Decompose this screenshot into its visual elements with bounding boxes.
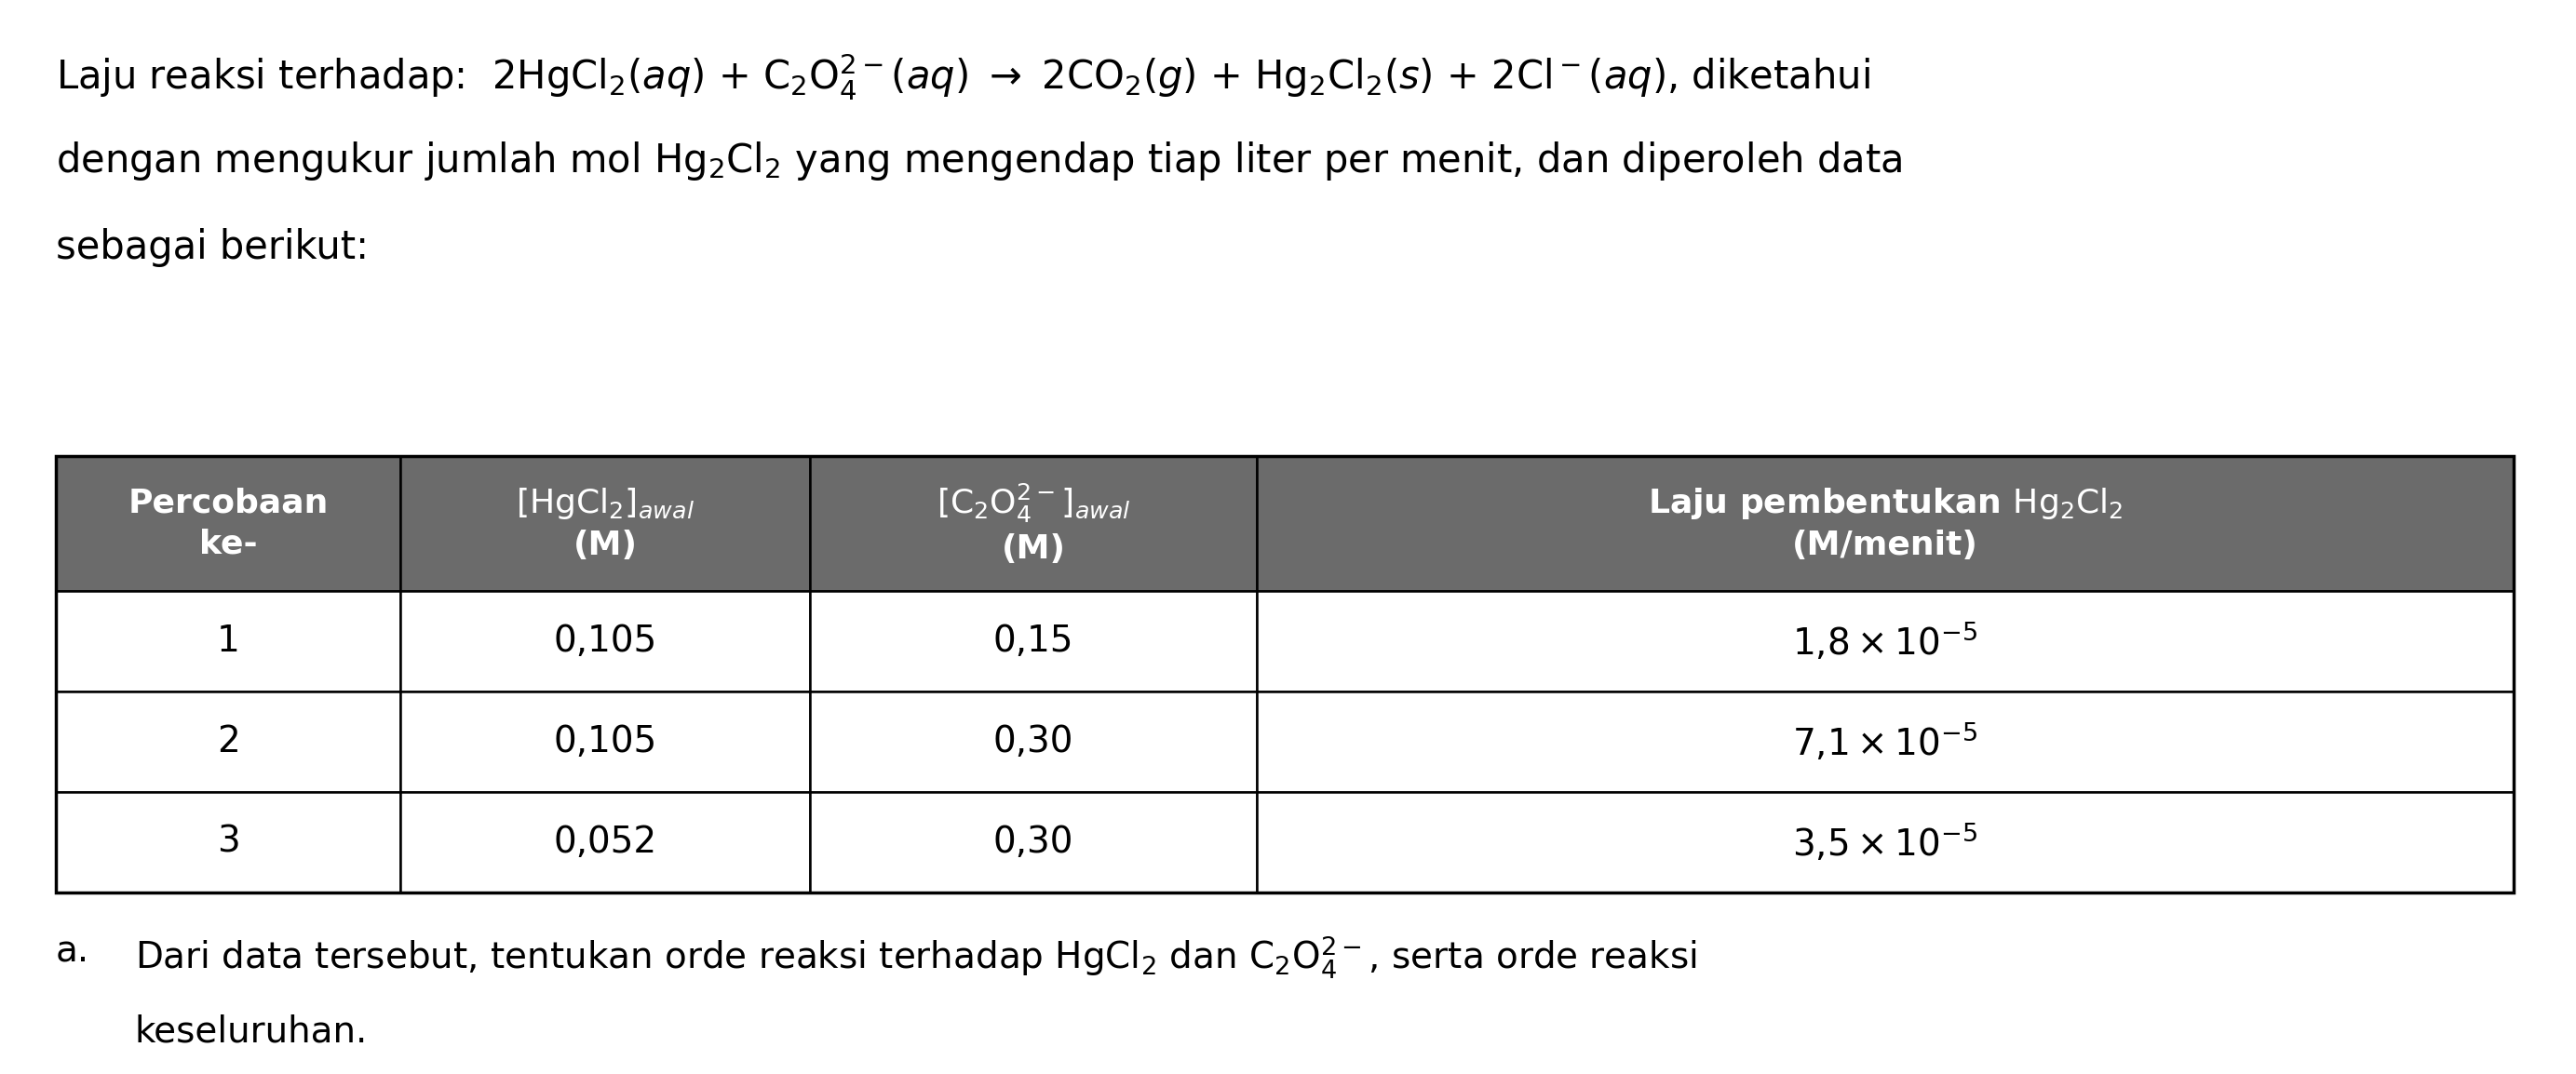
Text: keseluruhan.: keseluruhan.	[134, 1014, 368, 1049]
Text: $3{,}5 \times 10^{-5}$: $3{,}5 \times 10^{-5}$	[1793, 822, 1978, 862]
Text: 0,15: 0,15	[994, 624, 1074, 659]
Bar	[57, 456, 2514, 892]
Bar	[399, 591, 809, 692]
Text: $[\mathrm{HgCl_2}]_{awal}$
(M): $[\mathrm{HgCl_2}]_{awal}$ (M)	[515, 485, 696, 562]
Bar	[1257, 456, 2514, 591]
Bar	[57, 792, 399, 892]
Text: Laju reaksi terhadap:  $2\mathrm{HgCl_2}(aq)$ + $\mathrm{C_2O_4^{2-}}(aq)$ $\rig: Laju reaksi terhadap: $2\mathrm{HgCl_2}(…	[57, 52, 1870, 101]
Text: Laju pembentukan $\mathrm{Hg_2Cl_2}$
(M/menit): Laju pembentukan $\mathrm{Hg_2Cl_2}$ (M/…	[1649, 485, 2123, 562]
Text: 0,105: 0,105	[554, 624, 657, 659]
Bar	[809, 456, 1257, 591]
Bar	[399, 456, 809, 591]
Text: sebagai berikut:: sebagai berikut:	[57, 228, 368, 267]
Text: 0,30: 0,30	[994, 724, 1074, 759]
Bar	[1257, 792, 2514, 892]
Bar	[809, 692, 1257, 792]
Bar	[399, 792, 809, 892]
Text: dengan mengukur jumlah mol $\mathrm{Hg_2Cl_2}$ yang mengendap tiap liter per men: dengan mengukur jumlah mol $\mathrm{Hg_2…	[57, 140, 1901, 183]
Bar	[809, 792, 1257, 892]
Bar	[57, 456, 399, 591]
Text: 3: 3	[216, 825, 240, 860]
Bar	[1257, 591, 2514, 692]
Bar	[57, 692, 399, 792]
Bar	[809, 591, 1257, 692]
Text: Percobaan
ke-: Percobaan ke-	[129, 488, 327, 560]
Bar	[399, 692, 809, 792]
Text: a.: a.	[57, 934, 90, 970]
Text: $7{,}1 \times 10^{-5}$: $7{,}1 \times 10^{-5}$	[1793, 722, 1978, 763]
Text: Dari data tersebut, tentukan orde reaksi terhadap $\mathrm{HgCl_2}$ dan $\mathrm: Dari data tersebut, tentukan orde reaksi…	[134, 934, 1698, 982]
Text: 1: 1	[216, 624, 240, 659]
Bar	[1257, 692, 2514, 792]
Bar	[57, 591, 399, 692]
Text: 0,052: 0,052	[554, 825, 657, 860]
Text: 0,105: 0,105	[554, 724, 657, 759]
Text: $[\mathrm{C_2O_4^{2-}}]_{awal}$
(M): $[\mathrm{C_2O_4^{2-}}]_{awal}$ (M)	[935, 482, 1131, 565]
Text: 0,30: 0,30	[994, 825, 1074, 860]
Text: $1{,}8 \times 10^{-5}$: $1{,}8 \times 10^{-5}$	[1793, 621, 1978, 662]
Text: 2: 2	[216, 724, 240, 759]
